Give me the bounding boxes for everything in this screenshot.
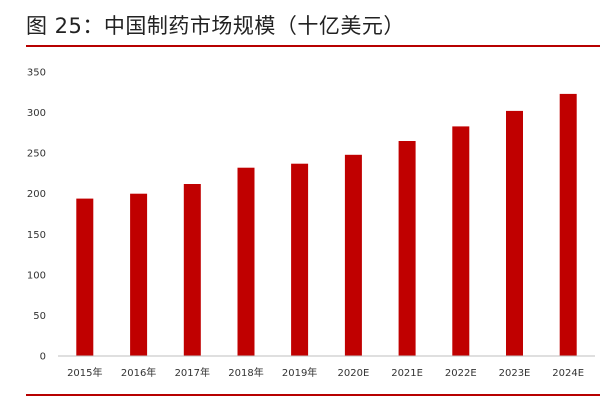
x-tick-label: 2020E — [338, 368, 370, 379]
x-tick-label: 2016年 — [121, 366, 156, 379]
x-tick-label: 2021E — [391, 368, 423, 379]
x-tick-label: 2017年 — [175, 366, 210, 379]
y-tick-label: 150 — [27, 230, 46, 241]
y-tick-label: 250 — [27, 149, 46, 160]
y-tick-label: 200 — [27, 189, 46, 200]
figure-title: 图 25：中国制药市场规模（十亿美元） — [26, 14, 405, 38]
y-tick-label: 50 — [33, 311, 46, 322]
bar — [76, 198, 94, 356]
x-tick-label: 2015年 — [67, 366, 102, 379]
y-tick-label: 100 — [27, 270, 46, 281]
bottom-rule — [26, 394, 600, 396]
y-tick-label: 0 — [40, 352, 46, 363]
x-tick-label: 2024E — [552, 368, 584, 379]
x-axis-ticks: 2015年 2016年 2017年 2018年 2019年 2020E 2021E 2022E… — [67, 366, 584, 379]
bar — [452, 126, 470, 357]
bar — [559, 93, 577, 357]
x-tick-label: 2019年 — [282, 366, 317, 379]
x-tick-label: 2022E — [445, 368, 477, 379]
bar — [237, 167, 255, 356]
y-axis-ticks: 0 50 100 150 200 250 300 350 — [27, 68, 46, 363]
x-tick-label: 2023E — [499, 368, 531, 379]
title-underline — [26, 45, 600, 47]
x-tick-label: 2018年 — [228, 366, 263, 379]
bars — [76, 93, 577, 357]
bar — [183, 184, 201, 356]
bar — [130, 193, 148, 356]
bar — [344, 154, 362, 356]
y-tick-label: 300 — [27, 108, 46, 119]
bar — [506, 110, 523, 357]
bar — [291, 163, 309, 356]
bar — [398, 141, 416, 356]
y-tick-label: 350 — [27, 68, 46, 79]
